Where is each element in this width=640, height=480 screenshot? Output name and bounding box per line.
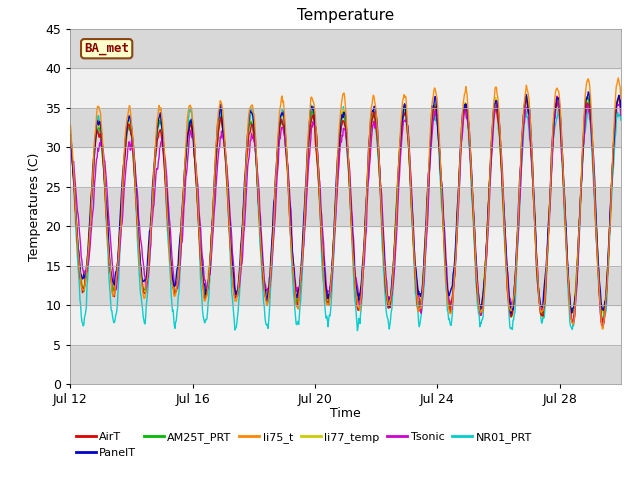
Bar — [70, 226, 621, 265]
Bar — [70, 147, 621, 187]
Bar — [70, 305, 621, 345]
Title: Temperature: Temperature — [297, 9, 394, 24]
Bar — [70, 187, 621, 226]
Text: BA_met: BA_met — [84, 42, 129, 55]
Legend: AirT, PanelT, AM25T_PRT, li75_t, li77_temp, Tsonic, NR01_PRT: AirT, PanelT, AM25T_PRT, li75_t, li77_te… — [76, 432, 532, 458]
Bar — [70, 265, 621, 305]
X-axis label: Time: Time — [330, 408, 361, 420]
Bar — [70, 345, 621, 384]
Bar — [70, 108, 621, 147]
Bar — [70, 29, 621, 68]
Y-axis label: Temperatures (C): Temperatures (C) — [28, 152, 42, 261]
Bar — [70, 68, 621, 108]
